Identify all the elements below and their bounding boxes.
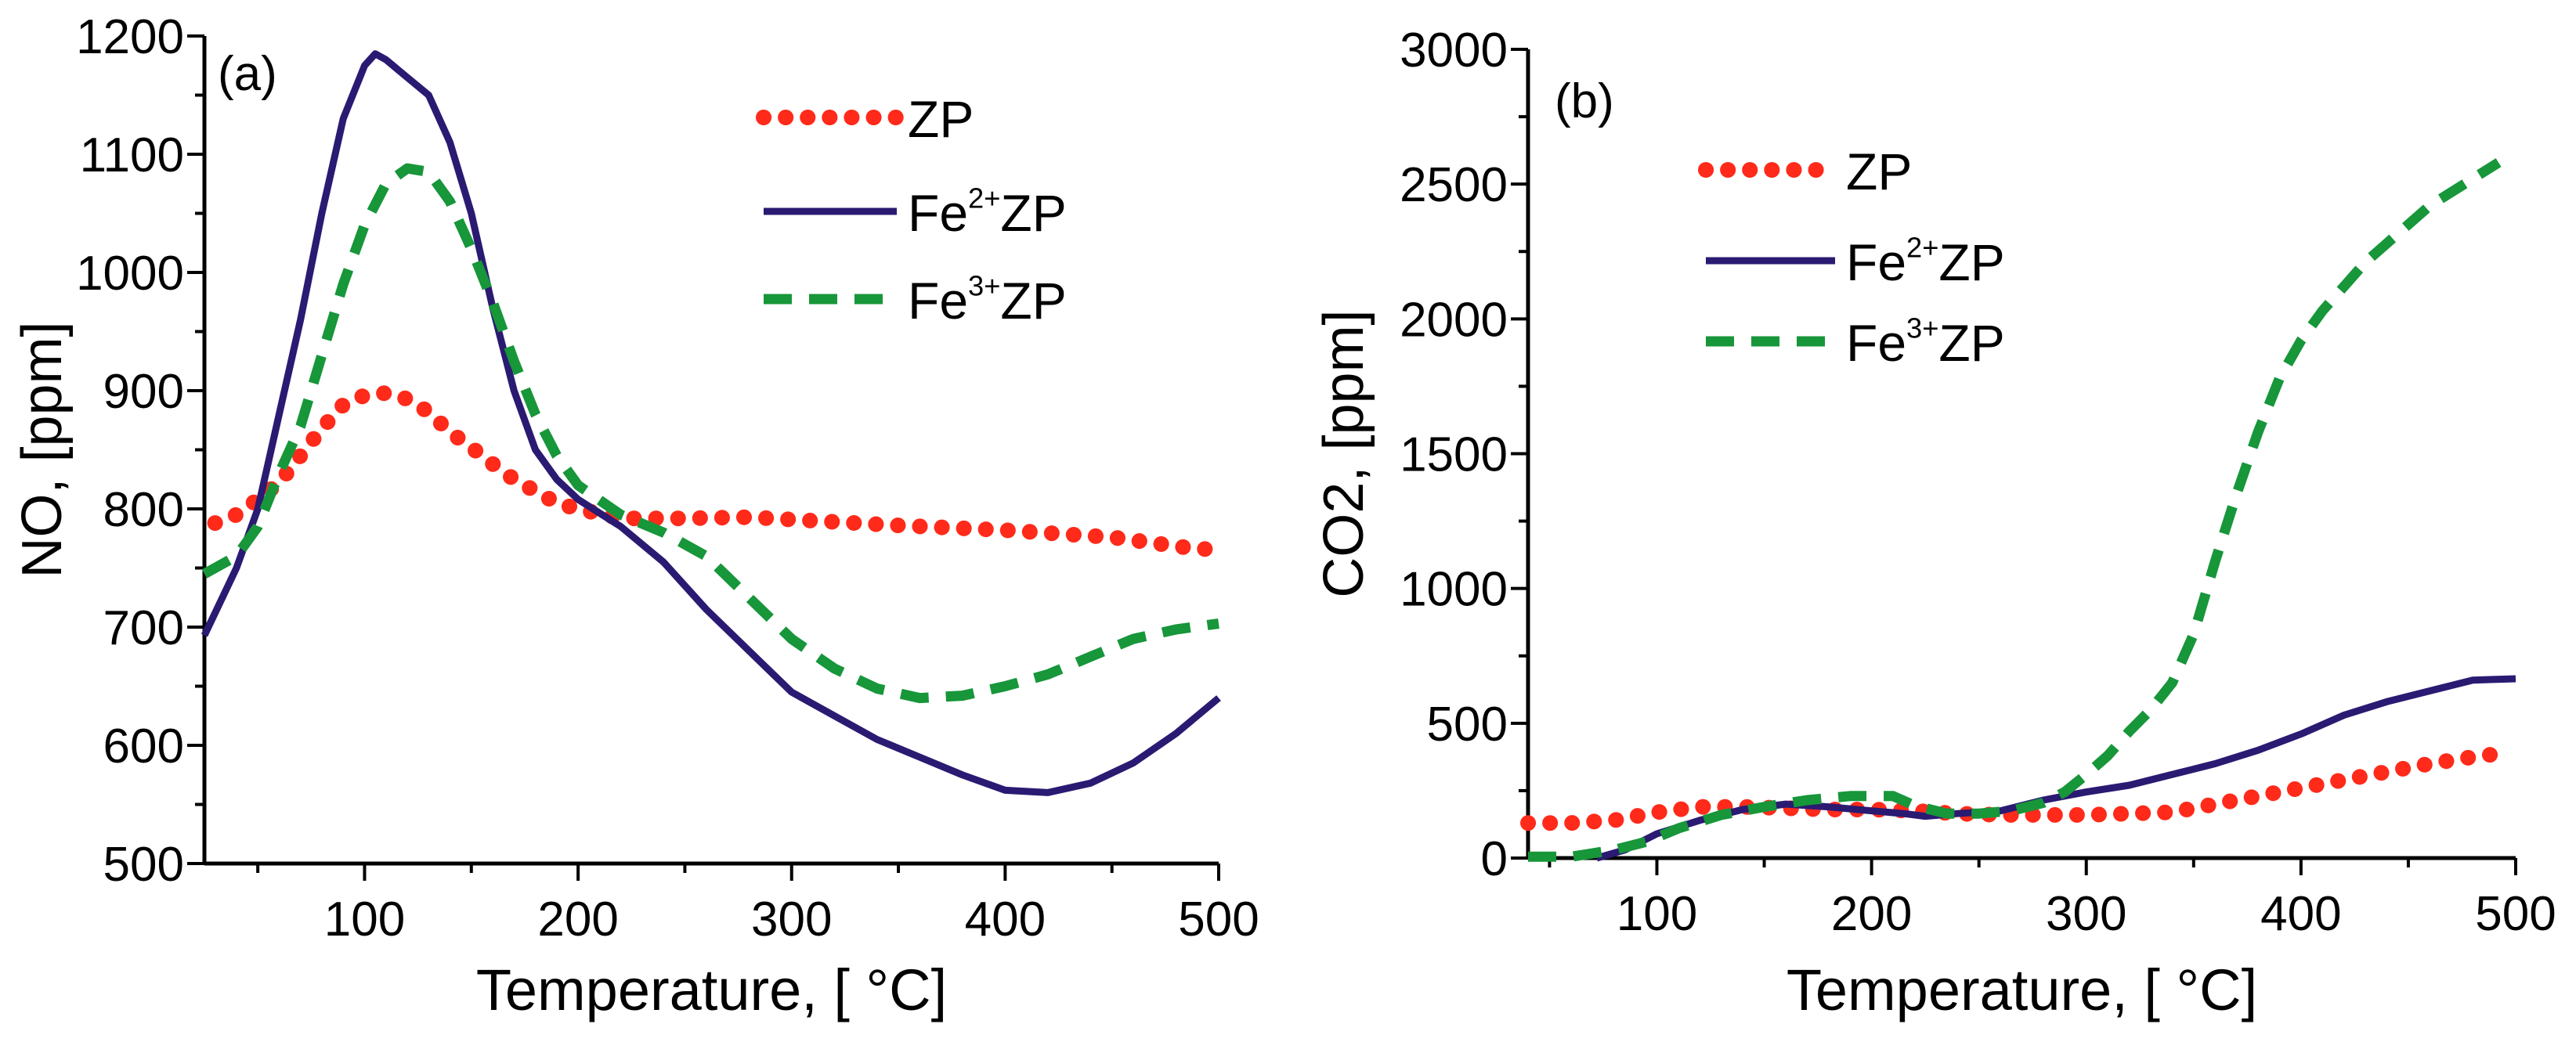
legend-label: Fe2+ZP (908, 182, 1067, 242)
y-tick-label: 1200 (76, 10, 184, 64)
x-tick-label: 500 (2475, 887, 2556, 941)
y-tick-label: 900 (103, 365, 184, 419)
legend-label: Fe3+ZP (1846, 312, 2005, 372)
series-line-fe3pluszp (201, 163, 1219, 704)
y-tick-label: 1000 (76, 247, 184, 301)
y-tick-label: 800 (103, 483, 184, 537)
series-line-zp (207, 385, 1227, 557)
x-axis-title: Temperature, [ °C] (476, 957, 947, 1022)
x-axis-title: Temperature, [ °C] (1787, 957, 2257, 1022)
panel-label: (b) (1555, 74, 1614, 128)
x-tick-label: 500 (1178, 893, 1259, 947)
series-line-fe2pluszp (201, 50, 1221, 796)
legend-label: ZP (908, 90, 974, 148)
legend-label: Fe2+ZP (1846, 231, 2005, 291)
series-line-fe3pluszp (1528, 158, 2502, 862)
x-tick-label: 200 (1831, 887, 1912, 941)
y-tick-label: 0 (1481, 832, 1508, 886)
y-tick-label: 500 (103, 838, 184, 892)
y-tick-label: 1500 (1400, 428, 1508, 482)
x-tick-label: 300 (2046, 887, 2126, 941)
x-tick-label: 300 (751, 893, 832, 947)
y-axis-title: CO2, [ppm] (1313, 309, 1375, 597)
x-tick-label: 100 (324, 893, 405, 947)
y-tick-label: 500 (1427, 698, 1508, 752)
x-tick-label: 100 (1617, 887, 1697, 941)
y-tick-label: 3000 (1400, 23, 1508, 78)
x-tick-label: 200 (537, 893, 618, 947)
x-tick-label: 400 (965, 893, 1046, 947)
chart-panel-a: 100 200 300 400 500 500 600 700 800 900 1000 1100 12… (11, 10, 1259, 1022)
legend-label: Fe3+ZP (908, 269, 1067, 330)
y-tick-label: 2000 (1400, 293, 1508, 347)
y-tick-label: 1000 (1400, 563, 1508, 617)
y-tick-label: 2500 (1400, 158, 1508, 212)
y-tick-label: 600 (103, 719, 184, 774)
y-tick-label: 1100 (80, 128, 184, 182)
chart-panel-b: 100 200 300 400 500 0 500 1000 1500 2000 2500 3000 T… (1313, 23, 2556, 1022)
x-tick-label: 400 (2260, 887, 2341, 941)
y-axis-title: NO, [ppm] (11, 321, 74, 578)
y-tick-label: 700 (103, 601, 184, 655)
legend-label: ZP (1846, 142, 1912, 200)
series-line-zp (1520, 745, 2513, 831)
panel-label: (a) (218, 47, 277, 101)
